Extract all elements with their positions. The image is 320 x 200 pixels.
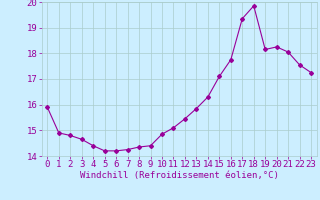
X-axis label: Windchill (Refroidissement éolien,°C): Windchill (Refroidissement éolien,°C) (80, 171, 279, 180)
